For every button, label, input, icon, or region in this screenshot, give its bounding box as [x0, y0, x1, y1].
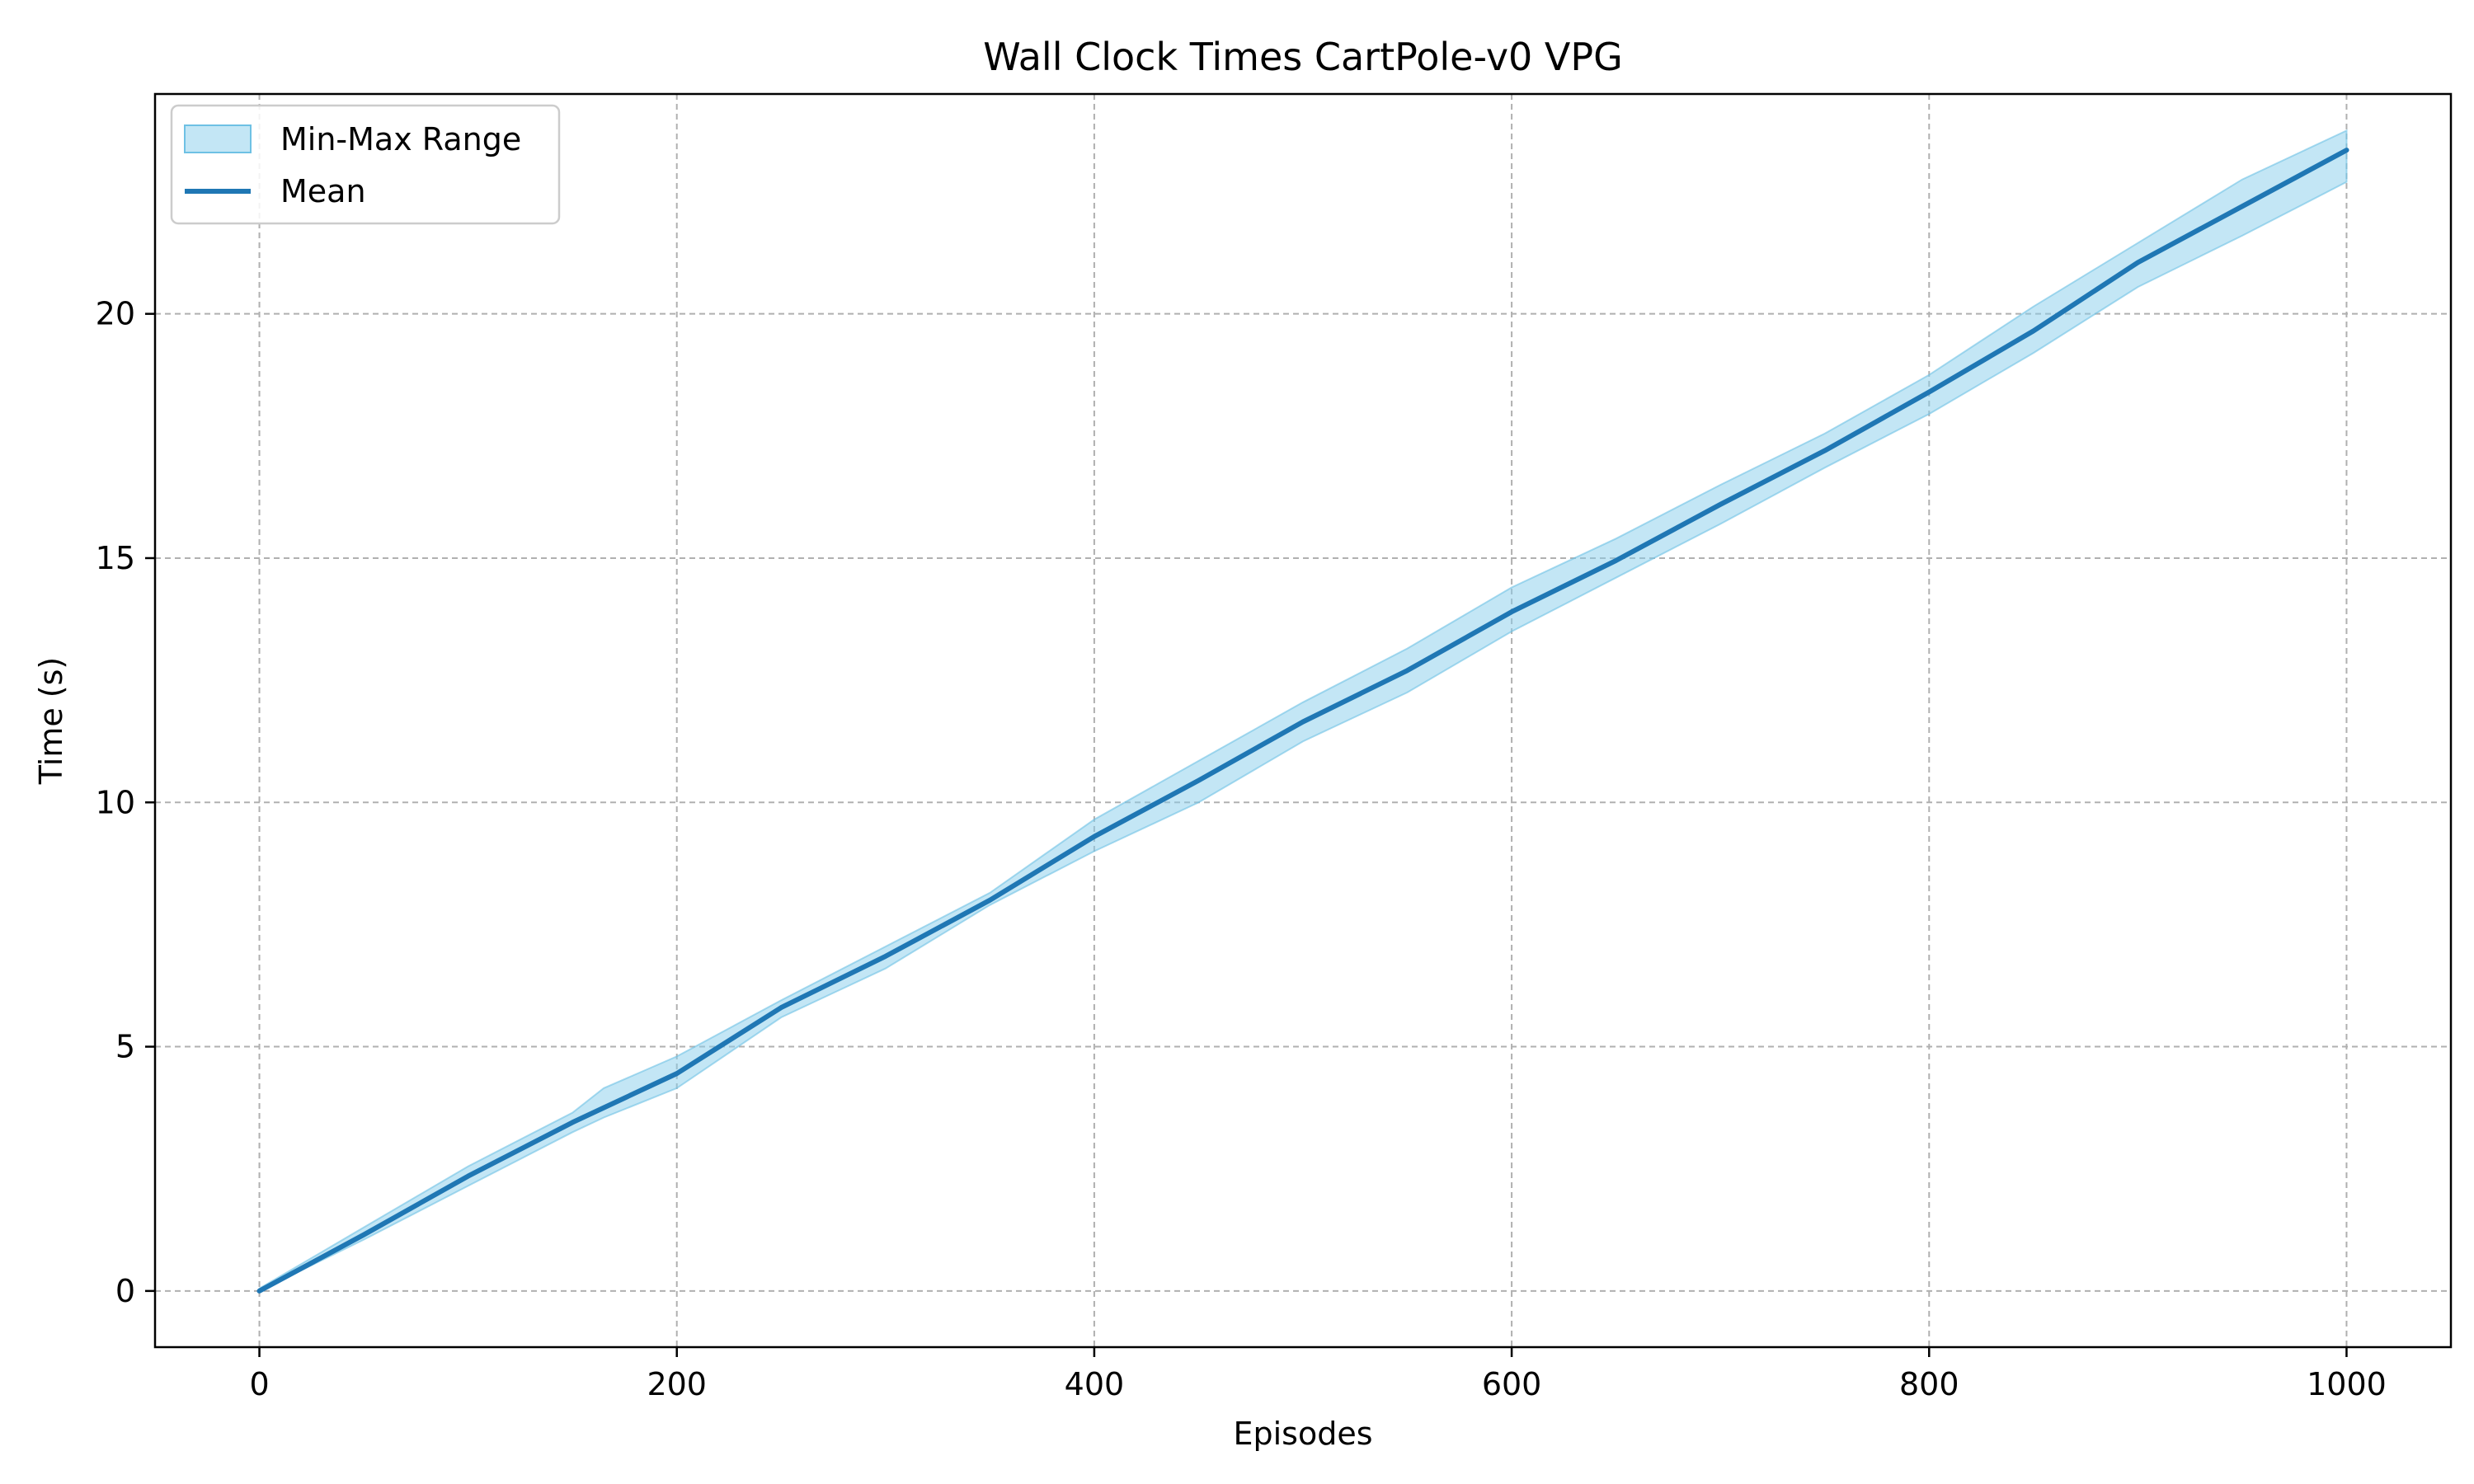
x-tick-label: 600 [1482, 1366, 1542, 1402]
y-tick-label: 15 [96, 540, 135, 576]
legend: Min-Max Range Mean [170, 104, 561, 225]
x-axis-ticks: 0 200 400 600 800 1000 [249, 1347, 2387, 1402]
y-tick-label: 0 [115, 1273, 135, 1309]
x-tick-label: 400 [1065, 1366, 1125, 1402]
legend-label-mean: Mean [280, 173, 366, 209]
y-tick-label: 5 [115, 1029, 135, 1065]
chart-title: Wall Clock Times CartPole-v0 VPG [983, 35, 1623, 79]
legend-band-swatch [184, 124, 252, 153]
y-axis-title: Time (s) [33, 657, 69, 786]
x-tick-label: 800 [1899, 1366, 1959, 1402]
min-max-band-layer [258, 129, 2348, 1293]
x-tick-label: 0 [249, 1366, 269, 1402]
plot-frame [153, 92, 2453, 1349]
mean-line-layer [256, 148, 2349, 1294]
legend-box [170, 104, 561, 225]
x-tick-label: 1000 [2307, 1366, 2387, 1402]
y-tick-label: 10 [96, 784, 135, 820]
y-axis-ticks: 0 5 10 15 20 [96, 296, 155, 1309]
x-tick-label: 200 [647, 1366, 707, 1402]
min-max-range-band [258, 129, 2348, 1293]
legend-label-min-max-range: Min-Max Range [280, 121, 521, 157]
mean-line [256, 148, 2349, 1294]
y-tick-label: 20 [96, 296, 135, 332]
x-axis-title: Episodes [1233, 1416, 1372, 1452]
